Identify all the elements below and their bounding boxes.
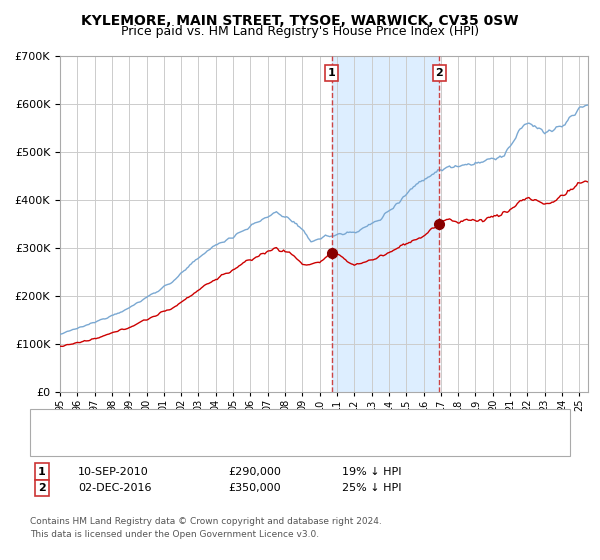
Text: 19% ↓ HPI: 19% ↓ HPI (342, 466, 401, 477)
Text: This data is licensed under the Open Government Licence v3.0.: This data is licensed under the Open Gov… (30, 530, 319, 539)
Text: 25% ↓ HPI: 25% ↓ HPI (342, 483, 401, 493)
Text: KYLEMORE, MAIN STREET, TYSOE, WARWICK, CV35 0SW: KYLEMORE, MAIN STREET, TYSOE, WARWICK, C… (81, 14, 519, 28)
Text: £350,000: £350,000 (228, 483, 281, 493)
Text: £290,000: £290,000 (228, 466, 281, 477)
Text: 2: 2 (38, 483, 46, 493)
Text: Price paid vs. HM Land Registry's House Price Index (HPI): Price paid vs. HM Land Registry's House … (121, 25, 479, 38)
Bar (332, 56, 439, 392)
Text: —: — (42, 434, 57, 449)
Text: KYLEMORE, MAIN STREET, TYSOE, WARWICK, CV35 0SW (detached house): KYLEMORE, MAIN STREET, TYSOE, WARWICK, C… (69, 416, 454, 426)
Text: HPI: Average price, detached house, Stratford-on-Avon: HPI: Average price, detached house, Stra… (69, 436, 355, 446)
Text: 1: 1 (328, 68, 335, 78)
Text: 2: 2 (436, 68, 443, 78)
Text: 1: 1 (38, 466, 46, 477)
Text: 02-DEC-2016: 02-DEC-2016 (78, 483, 151, 493)
Text: —: — (42, 414, 57, 428)
Text: Contains HM Land Registry data © Crown copyright and database right 2024.: Contains HM Land Registry data © Crown c… (30, 517, 382, 526)
Text: 10-SEP-2010: 10-SEP-2010 (78, 466, 149, 477)
